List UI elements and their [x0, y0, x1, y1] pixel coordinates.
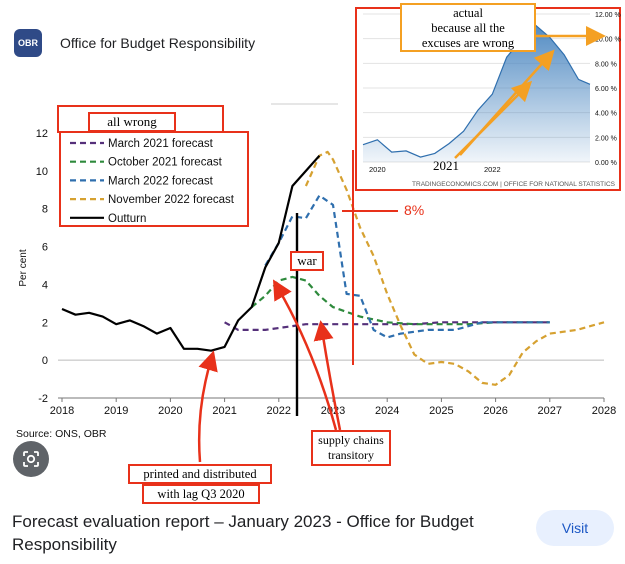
- result-title[interactable]: Forecast evaluation report – January 202…: [12, 512, 474, 554]
- y-tick-label: 0: [42, 355, 48, 367]
- x-tick-label: 2025: [429, 405, 453, 417]
- x-tick-label: 2023: [321, 405, 345, 417]
- inset-source-note: TRADINGECONOMICS.COM | OFFICE FOR NATION…: [412, 181, 616, 188]
- printed-label: printed and distributed: [128, 464, 272, 484]
- supply-chains-text: supply chains transitory: [318, 433, 384, 462]
- supply-arrow-left: [272, 279, 338, 431]
- source-note: Source: ONS, OBR: [16, 428, 107, 440]
- y-tick-label: 6: [42, 242, 48, 254]
- legend-label: November 2022 forecast: [108, 194, 235, 206]
- series-line-march2021: [224, 321, 550, 331]
- x-tick-label: 2028: [592, 405, 616, 417]
- y-axis-label: Per cent: [18, 249, 29, 286]
- inset-y-tick-label: 0.00 %: [595, 160, 617, 167]
- war-label: war: [290, 251, 324, 271]
- series-line-november2022: [304, 150, 605, 386]
- inset-arrow-up-2: [459, 49, 555, 156]
- inset-year-label: 2021: [433, 158, 459, 173]
- inset-line: [362, 24, 591, 158]
- y-tick-label: -2: [38, 393, 48, 405]
- inset-area: [363, 25, 590, 162]
- y-tick-label: 8: [42, 204, 48, 216]
- inset-y-tick-label: 4.00 %: [595, 111, 617, 118]
- actual-label: actual because all the excuses are wrong: [400, 3, 536, 52]
- y-tick-label: 10: [36, 166, 48, 178]
- inflation-forecast-chart: -2 0 2 4 6 8 10 12 2018 2019 2020 2021 2022 2023 2024 2…: [16, 7, 621, 463]
- x-tick-label: 2020: [158, 405, 182, 417]
- x-tick-label: 2018: [50, 405, 74, 417]
- inset-y-tick-label: 12.00 %: [595, 12, 621, 19]
- printed-arrow: [197, 350, 218, 463]
- inset-y-tick-label: 2.00 %: [595, 135, 617, 142]
- inset-y-tick-label: 6.00 %: [595, 86, 617, 93]
- source-site-name[interactable]: Office for Budget Responsibility: [60, 35, 256, 51]
- supply-arrow-right: [313, 320, 342, 431]
- actual-line-3: excuses are wrong: [421, 36, 515, 50]
- actual-line-1: actual: [453, 6, 483, 20]
- legend-label: March 2021 forecast: [108, 138, 214, 150]
- inset-y-tick-label: 10.00 %: [595, 37, 621, 44]
- y-tick-label: 12: [36, 128, 48, 140]
- supply-chains-label: supply chains transitory: [311, 430, 391, 466]
- series-line-outturn: [61, 154, 321, 352]
- x-tick-label: 2027: [538, 405, 562, 417]
- legend-header-frame: [57, 105, 224, 133]
- image-search-button[interactable]: [13, 441, 49, 477]
- legend-label: March 2022 forecast: [108, 175, 214, 187]
- obr-logo[interactable]: OBR: [14, 29, 42, 57]
- lens-icon: [23, 451, 39, 467]
- visit-button[interactable]: Visit: [536, 510, 614, 546]
- with-lag-label: with lag Q3 2020: [142, 484, 260, 504]
- inset-x-tick-label: 2020: [369, 165, 386, 174]
- x-tick-label: 2022: [267, 405, 291, 417]
- y-tick-label: 2: [42, 317, 48, 329]
- inset-x-tick-label: 2022: [484, 165, 501, 174]
- eight-percent-label: 8%: [404, 202, 425, 218]
- inset-y-tick-label: 8.00 %: [595, 61, 617, 68]
- all-wrong-label: all wrong: [88, 112, 176, 132]
- x-tick-label: 2024: [375, 405, 399, 417]
- x-tick-label: 2021: [212, 405, 236, 417]
- legend-label: October 2021 forecast: [108, 157, 223, 169]
- legend-label: Outturn: [108, 213, 146, 225]
- x-tick-label: 2026: [483, 405, 507, 417]
- actual-line-2: because all the: [431, 21, 505, 35]
- y-tick-label: 4: [42, 279, 48, 291]
- x-tick-label: 2019: [104, 405, 128, 417]
